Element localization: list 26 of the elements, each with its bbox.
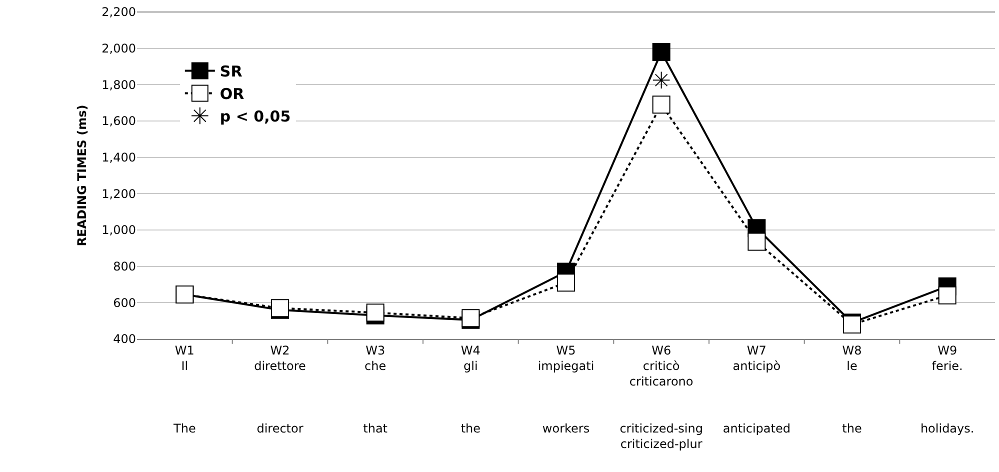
category-label: W9 ferie. holidays. <box>920 343 974 436</box>
point <box>652 71 670 90</box>
legend-label: SR <box>220 62 243 81</box>
y-tick-label: 800 <box>113 260 136 274</box>
y-tick-label: 400 <box>113 332 136 346</box>
category-label: W5 impiegati workers <box>538 343 594 436</box>
category-label: W6 criticò criticarono criticized-sing criticized-plur <box>620 343 703 451</box>
category-label: W8 le the <box>842 343 862 436</box>
y-axis-title: READING TIMES (ms) <box>74 104 89 246</box>
category-label: W3 che that <box>363 343 388 436</box>
y-tick-label: 1,200 <box>102 186 136 201</box>
y-tick-label: 1,800 <box>102 78 136 92</box>
y-tick-label: 1,400 <box>102 150 136 165</box>
y-tick-label: 2,200 <box>102 5 136 20</box>
y-tick-label: 2,000 <box>102 42 136 56</box>
point <box>652 42 670 61</box>
legend-label: p < 0,05 <box>220 108 291 126</box>
category-label: W7 anticipò anticipated <box>722 343 790 436</box>
y-tick-label: 1,000 <box>102 223 136 238</box>
legend-label: OR <box>220 85 245 104</box>
point <box>938 286 956 304</box>
y-tick-label: 1,600 <box>102 114 136 128</box>
y-tick-label: 600 <box>113 296 136 310</box>
category-label: W2 direttore director <box>254 343 306 436</box>
category-label: W1 Il The <box>174 343 196 436</box>
category-label: W4 gli the <box>460 343 481 436</box>
